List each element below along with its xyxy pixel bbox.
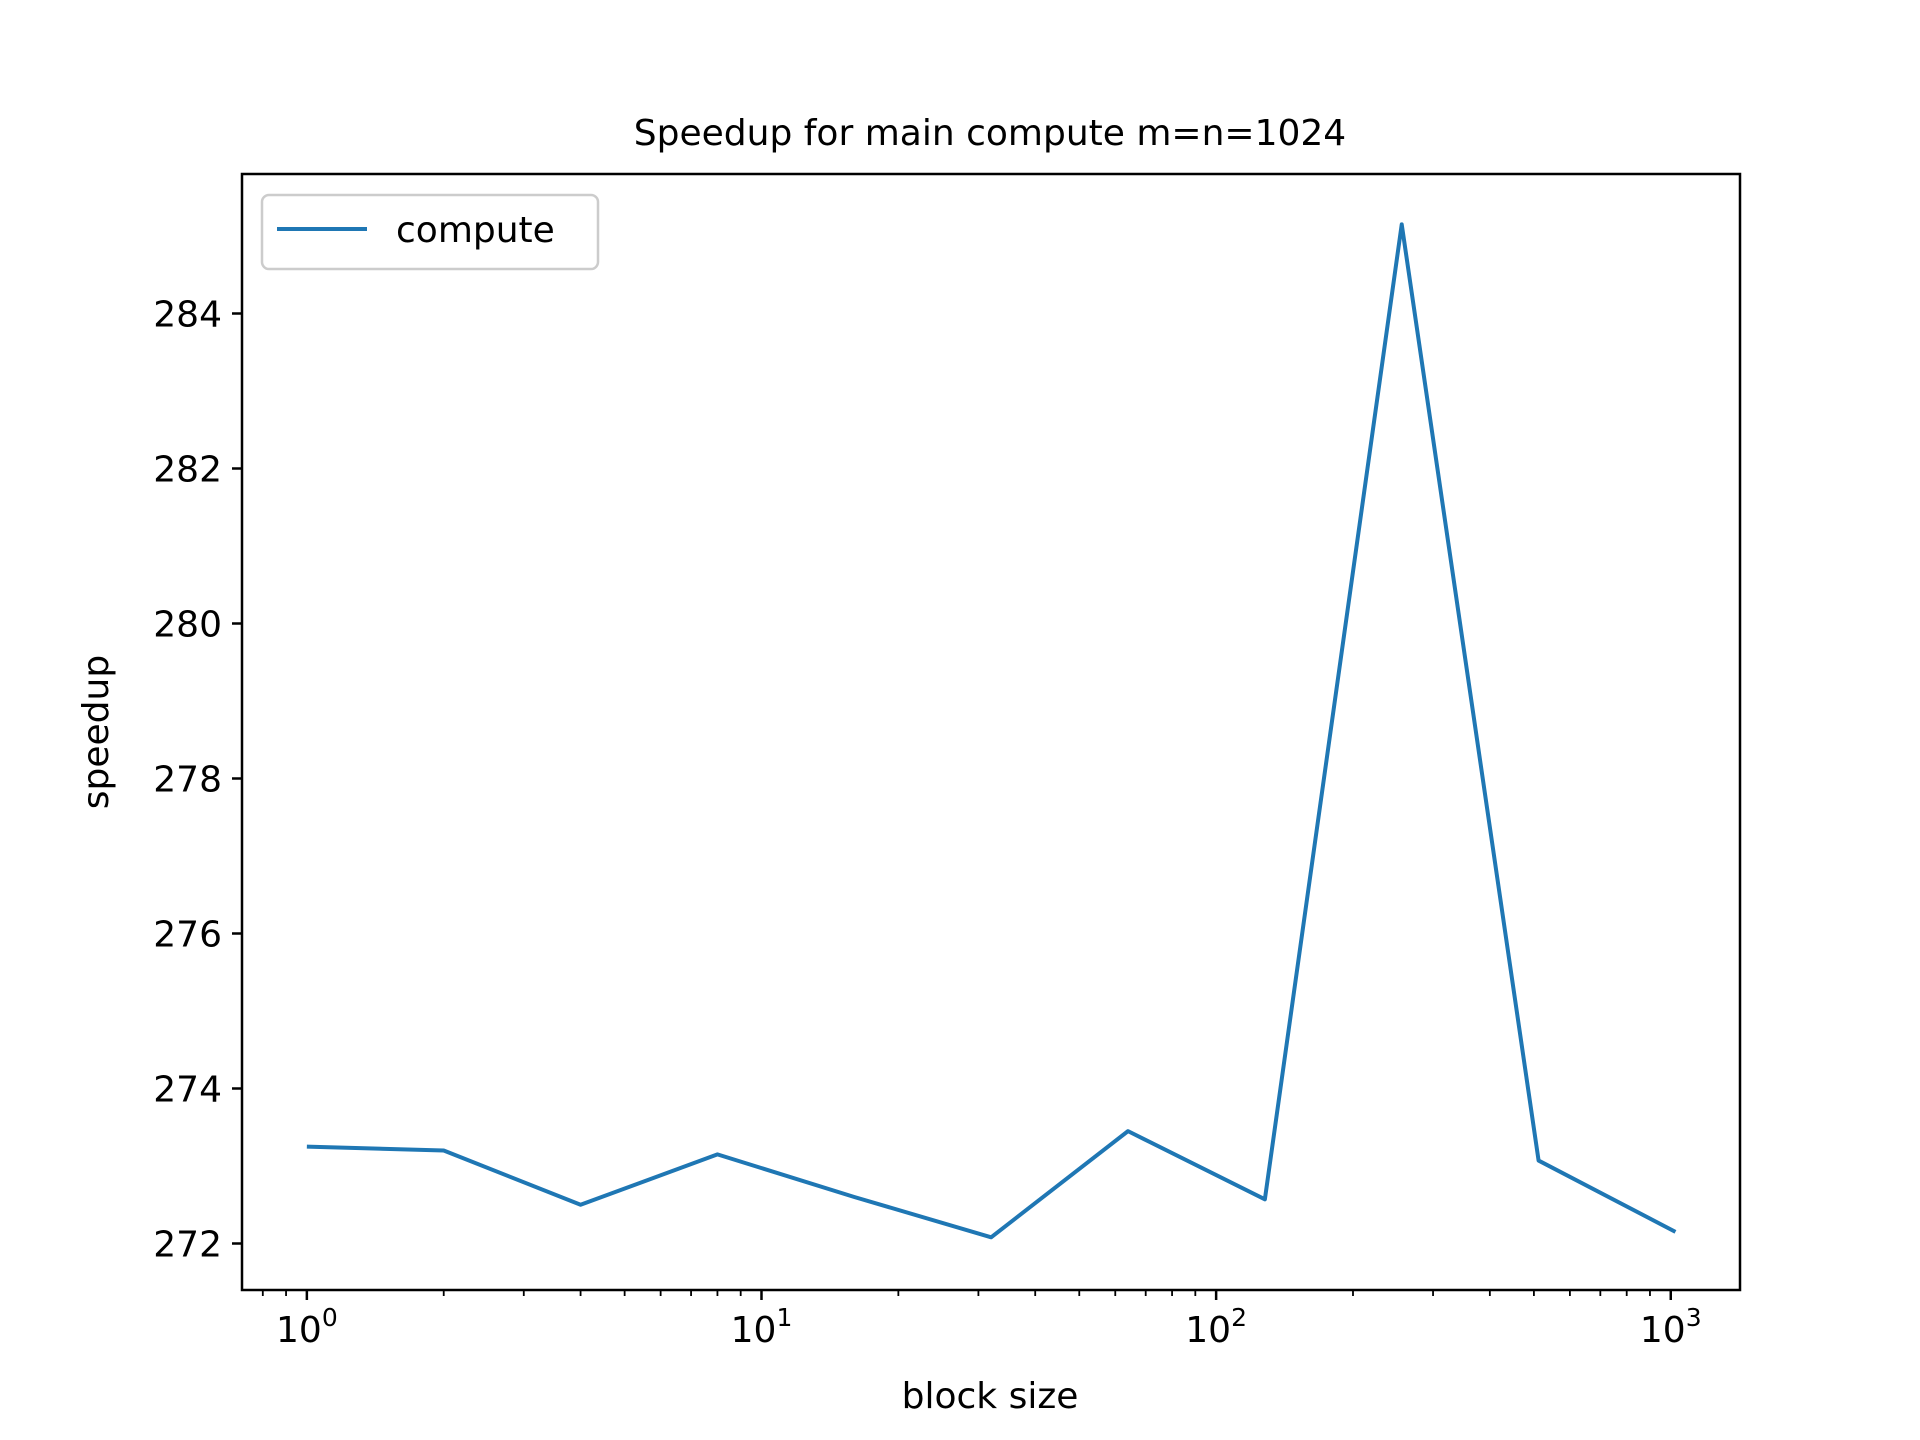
x-axis: 100 101 102 103 — [261, 1290, 1702, 1351]
series-line-compute — [306, 222, 1677, 1240]
y-tick-label: 284 — [153, 295, 222, 336]
y-tick-label: 278 — [153, 760, 222, 801]
legend-box — [260, 193, 600, 271]
y-tick-label: 282 — [153, 450, 222, 491]
x-tick-label: 102 — [1185, 1303, 1247, 1351]
x-tick-label: 103 — [1640, 1303, 1702, 1351]
y-tick-label: 272 — [153, 1225, 222, 1266]
y-axis: 272 274 276 278 280 282 284 — [153, 295, 242, 1266]
chart-title: Speedup for main compute m=n=1024 — [634, 113, 1346, 154]
y-tick-label: 274 — [153, 1070, 222, 1111]
x-tick-label: 100 — [276, 1303, 338, 1351]
legend-label-compute: compute — [396, 210, 555, 251]
y-tick-label: 276 — [153, 915, 222, 956]
y-tick-label: 280 — [153, 605, 222, 646]
x-tick-label: 101 — [731, 1303, 793, 1351]
legend: compute — [260, 193, 600, 271]
series-layer — [306, 222, 1677, 1240]
y-axis-label: speedup — [76, 655, 117, 809]
plot-area-frame — [240, 172, 1742, 1292]
x-axis-label: block size — [902, 1376, 1079, 1417]
